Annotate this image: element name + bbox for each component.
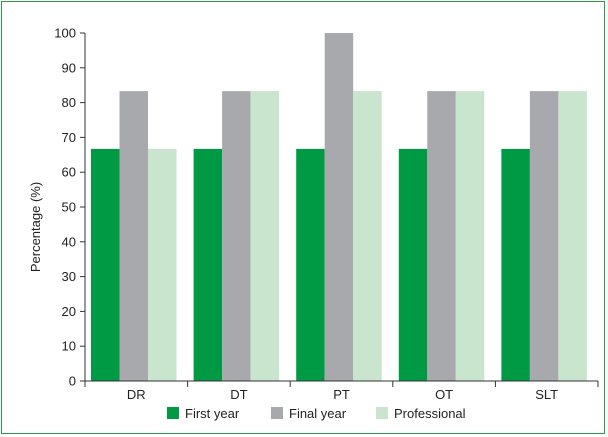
x-tick-label: DR (127, 387, 146, 402)
x-tick-label: PT (333, 387, 350, 402)
y-tick-label: 90 (62, 60, 76, 75)
bar-pt-professional (353, 91, 382, 381)
y-tick-label: 20 (62, 304, 76, 319)
y-ticks-group: 0 10 20 30 40 50 60 70 80 90 100 (54, 26, 85, 389)
legend: First year Final year Professional (167, 406, 466, 421)
y-tick-label: 70 (62, 130, 76, 145)
x-tick-label: OT (435, 387, 453, 402)
bar-ot-final-year (427, 91, 456, 381)
y-tick-label: 30 (62, 269, 76, 284)
x-ticks-group: DR DT PT OT SLT (84, 381, 599, 402)
legend-label-first-year: First year (185, 406, 240, 421)
bar-dr-professional (148, 148, 177, 381)
bar-ot-professional (455, 91, 485, 381)
y-tick-label: 60 (62, 165, 76, 180)
bars-group (91, 33, 587, 381)
legend-swatch-first-year (167, 407, 179, 419)
y-axis-title: Percentage (%) (28, 182, 43, 272)
x-tick-label: SLT (535, 387, 558, 402)
y-tick-label: 80 (62, 95, 76, 110)
bar-pt-first-year (296, 148, 325, 381)
bar-dt-professional (250, 91, 280, 381)
bar-pt-final-year (324, 33, 354, 381)
y-tick-label: 100 (54, 26, 76, 41)
bar-dt-final-year (222, 91, 251, 381)
y-tick-label: 0 (69, 374, 76, 389)
legend-label-professional: Professional (394, 406, 466, 421)
bar-ot-first-year (398, 148, 428, 381)
y-tick-label: 50 (62, 200, 76, 215)
bar-slt-professional (558, 91, 587, 381)
legend-label-final-year: Final year (289, 406, 347, 421)
bar-slt-final-year (529, 91, 559, 381)
bar-dt-first-year (193, 148, 223, 381)
legend-swatch-professional (376, 407, 388, 419)
x-tick-label: DT (230, 387, 247, 402)
y-tick-label: 40 (62, 234, 76, 249)
bar-dr-first-year (91, 148, 120, 381)
y-tick-label: 10 (62, 339, 76, 354)
legend-swatch-final-year (271, 407, 283, 419)
bar-dr-final-year (119, 91, 148, 381)
bar-slt-first-year (501, 148, 530, 381)
